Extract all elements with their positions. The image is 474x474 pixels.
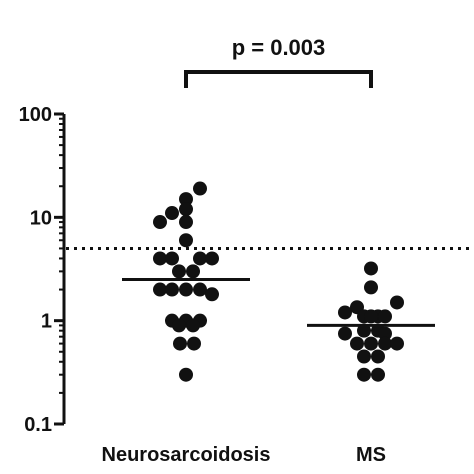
- data-point: [193, 251, 207, 266]
- data-point: [187, 336, 201, 351]
- data-point: [371, 367, 385, 382]
- data-point: [193, 181, 207, 196]
- p-value-annotation: p = 0.003: [232, 35, 326, 60]
- y-axis: 0.1 1 10 100: [19, 104, 66, 436]
- category-labels: Neurosarcoidosis MS: [102, 444, 386, 466]
- data-point: [179, 233, 193, 248]
- data-point: [338, 326, 352, 341]
- data-point: [357, 367, 371, 382]
- data-point: [371, 349, 385, 364]
- data-point: [186, 264, 200, 279]
- data-point: [378, 326, 392, 341]
- data-point: [338, 305, 352, 320]
- data-point: [378, 336, 392, 351]
- data-point: [186, 318, 200, 333]
- data-point: [173, 336, 187, 351]
- data-point: [179, 215, 193, 230]
- data-point: [364, 309, 378, 324]
- median-lines: [122, 278, 435, 327]
- data-point: [193, 282, 207, 297]
- significance-bracket: [184, 70, 373, 88]
- data-point: [364, 261, 378, 276]
- data-point: [205, 251, 219, 266]
- x-category-label: MS: [356, 444, 386, 466]
- data-point: [165, 206, 179, 221]
- data-point: [153, 282, 167, 297]
- data-point: [179, 282, 193, 297]
- data-point: [172, 264, 186, 279]
- data-point: [165, 251, 179, 266]
- data-point: [165, 282, 179, 297]
- data-point: [364, 280, 378, 295]
- data-point: [153, 215, 167, 230]
- data-point: [179, 192, 193, 207]
- data-point: [205, 287, 219, 302]
- y-tick-label: 10: [30, 207, 52, 229]
- data-point: [357, 323, 371, 338]
- data-point: [179, 202, 193, 217]
- x-category-label: Neurosarcoidosis: [102, 444, 271, 466]
- data-point: [153, 251, 167, 266]
- y-tick-label: 0.1: [24, 414, 52, 436]
- data-points: [153, 181, 404, 382]
- data-point: [390, 336, 404, 351]
- data-point: [179, 367, 193, 382]
- data-point: [350, 336, 364, 351]
- data-point: [364, 336, 378, 351]
- bracket-path: [184, 70, 373, 88]
- data-point: [172, 318, 186, 333]
- y-tick-label: 100: [19, 104, 52, 126]
- data-point: [390, 295, 404, 310]
- data-point: [378, 309, 392, 324]
- data-point: [357, 349, 371, 364]
- y-tick-label: 1: [41, 311, 52, 333]
